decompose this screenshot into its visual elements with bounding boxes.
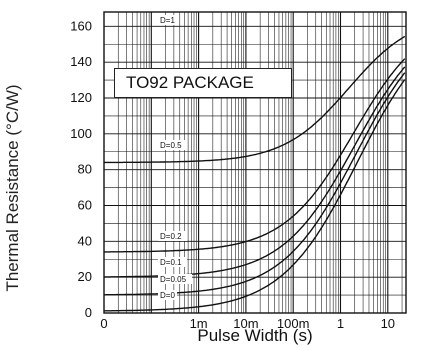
x-tick-label: 10 [381,316,395,331]
y-tick-label: 120 [70,90,92,105]
series-label: D=0 [160,291,175,300]
series-label-bg [158,257,187,267]
series-label-bg [158,140,187,150]
y-axis-title: Thermal Resistance (°C/W) [3,84,22,292]
curve-d01 [104,66,406,278]
y-tick-label: 140 [70,54,92,69]
series-label-bg [158,231,187,241]
y-tick-label: 20 [78,269,92,284]
series-label-bg [158,290,177,300]
y-tick-label: 60 [78,198,92,213]
y-tick-label: 40 [78,233,92,248]
series-label: D=0.1 [160,258,182,267]
x-tick-label: 1 [337,316,344,331]
y-tick-labels: 0 20 40 60 80 100 120 140 160 [70,18,92,320]
curve-d05 [104,35,406,164]
x-tick-label: 1m [190,316,208,331]
curve-d0 [104,79,406,312]
y-axis-title-wrap: Thermal Resistance (°C/W) [0,0,26,350]
y-tick-label: 100 [70,126,92,141]
x-tick-label: 10m [233,316,258,331]
chart-curves [104,35,406,312]
series-label: D=0.2 [160,232,182,241]
package-label: TO92 PACKAGE [114,68,292,98]
x-tick-label: 100m [277,316,310,331]
x-axis-title: Pulse Width (s) [197,326,313,345]
curve-d02 [104,58,406,253]
y-tick-label: 160 [70,18,92,33]
x-tick-label: 0 [100,316,107,331]
curve-d005 [104,72,406,296]
series-label: D=1 [160,16,175,25]
series-label: D=0.5 [160,141,182,150]
series-label-bg [158,15,177,25]
y-tick-label: 0 [85,305,92,320]
series-labels: D=1 D=0.5 D=0.2 D=0.1 D=0.05 D=0 [158,15,192,300]
y-tick-label: 80 [78,162,92,177]
series-label-bg [158,274,192,284]
x-tick-labels: 0 1m 10m 100m 1 10 [100,316,395,331]
series-label: D=0.05 [160,275,187,284]
